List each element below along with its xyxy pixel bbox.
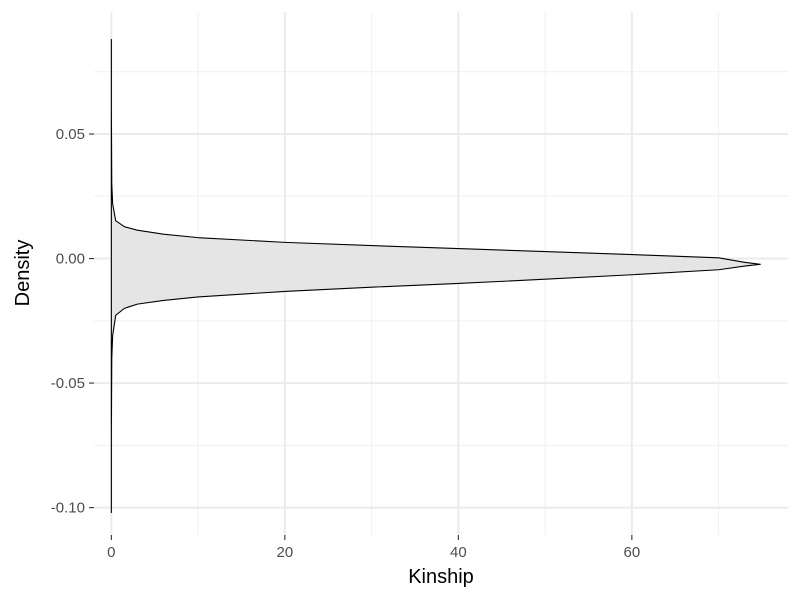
x-tick-label: 40 — [450, 544, 467, 561]
y-tick-label: -0.05 — [51, 375, 85, 392]
x-tick-label: 0 — [107, 544, 115, 561]
y-tick-label: 0.05 — [56, 126, 85, 143]
y-axis-title: Density — [12, 240, 34, 307]
series-layer — [110, 38, 761, 514]
axes-layer: 0 20 40 60 -0.10 -0.05 0.00 0.05 — [51, 126, 640, 561]
x-axis-title: Kinship — [408, 566, 474, 588]
y-tick-label: 0.00 — [56, 251, 85, 268]
x-tick-label: 60 — [624, 544, 641, 561]
density-area — [110, 38, 761, 514]
x-tick-label: 20 — [277, 544, 294, 561]
y-tick-label: -0.10 — [51, 500, 85, 517]
